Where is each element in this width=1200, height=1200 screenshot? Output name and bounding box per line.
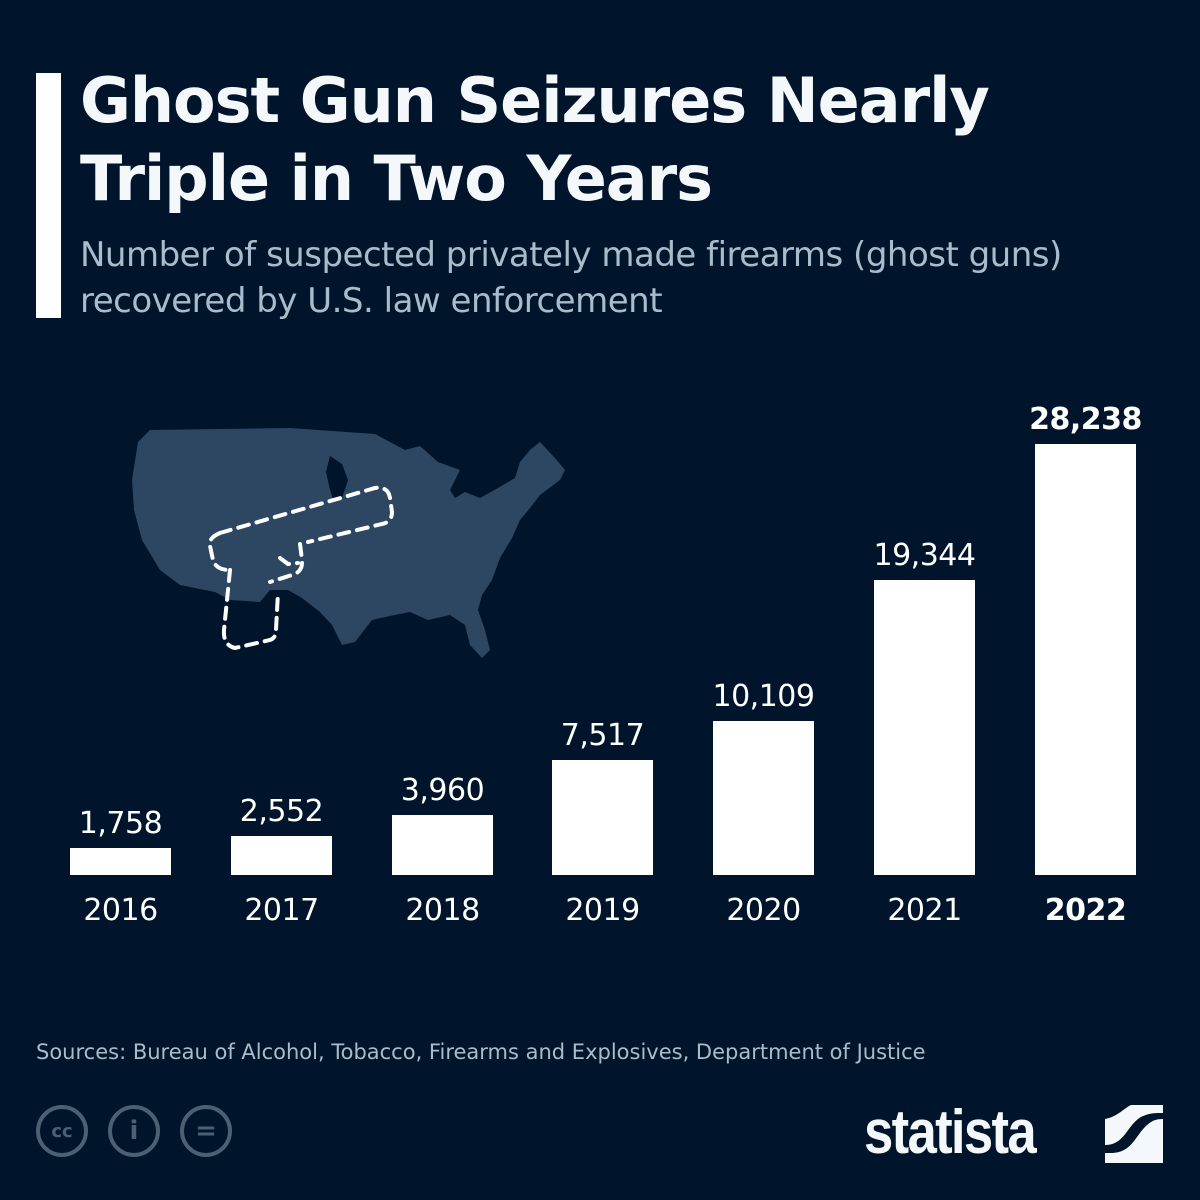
- category-label: 2021: [887, 893, 962, 928]
- category-label: 2020: [726, 893, 801, 928]
- value-label: 7,517: [560, 718, 645, 753]
- category-label: 2019: [565, 893, 640, 928]
- bar-chart: 1,758 2016 2,552 2017 3,960 2018 7,517 2019 10,1…: [70, 402, 1142, 928]
- statista-logo-mark-icon: [1105, 1105, 1163, 1163]
- value-label: 19,344: [873, 538, 976, 573]
- category-label: 2017: [244, 893, 319, 928]
- bar-2017: [231, 836, 332, 875]
- chart-title: Ghost Gun Seizures Nearly Triple in Two …: [80, 64, 990, 215]
- source-note: Sources: Bureau of Alcohol, Tobacco, Fir…: [36, 1040, 926, 1064]
- category-label: 2016: [83, 893, 158, 928]
- value-label: 1,758: [78, 806, 163, 841]
- bar-2019: [552, 760, 653, 875]
- attribution-icon: i: [108, 1105, 160, 1157]
- us-map-with-dashed-pistol-icon: [132, 428, 565, 658]
- chart-subtitle: Number of suspected privately made firea…: [80, 235, 1062, 321]
- bar-2018: [392, 815, 493, 875]
- bar-2016: [70, 848, 171, 875]
- value-label: 2,552: [239, 794, 324, 829]
- category-label: 2018: [405, 893, 480, 928]
- value-label: 28,238: [1029, 402, 1142, 437]
- statista-logo: statista: [864, 1098, 1037, 1167]
- value-label: 3,960: [400, 773, 485, 808]
- cc-icon: cc: [36, 1105, 88, 1157]
- title-accent-bar: [36, 73, 61, 318]
- no-derivatives-icon: =: [180, 1105, 232, 1157]
- value-label: 10,109: [712, 679, 815, 714]
- bar-2020: [713, 721, 814, 875]
- bar-2022: [1035, 444, 1136, 875]
- bar-2021: [874, 580, 975, 875]
- category-label: 2022: [1044, 893, 1127, 928]
